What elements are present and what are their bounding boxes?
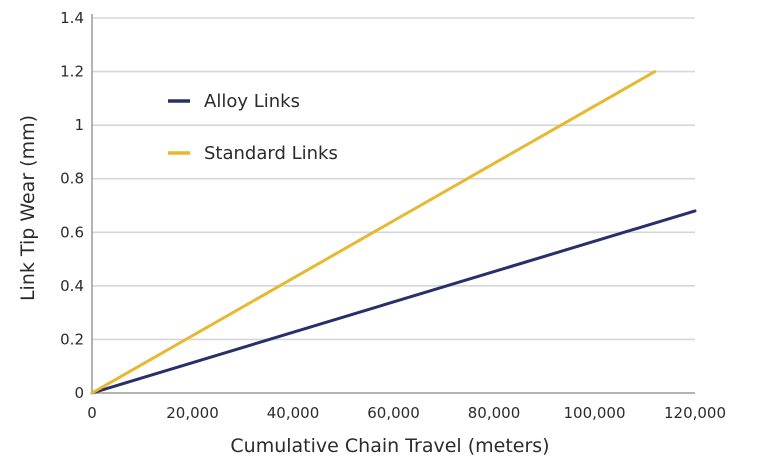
y-tick-label: 1.2: [60, 63, 84, 81]
x-tick-label: 0: [87, 404, 97, 422]
series-line-standard-links: [90, 70, 657, 395]
x-tick-label: 40,000: [267, 404, 320, 422]
x-tick-label: 120,000: [664, 404, 726, 422]
x-tick-label: 60,000: [367, 404, 420, 422]
y-tick-label: 0.6: [60, 223, 84, 241]
x-tick-label: 80,000: [468, 404, 521, 422]
y-tick-label: 0.8: [60, 170, 84, 188]
legend-label: Standard Links: [204, 143, 338, 164]
y-tick-label: 0.2: [60, 330, 84, 348]
grid-lines: [92, 17, 695, 341]
y-tick-label: 0: [74, 384, 84, 402]
y-axis-title: Link Tip Wear (mm): [17, 115, 39, 301]
legend-label: Alloy Links: [204, 91, 300, 112]
axes: [91, 14, 695, 394]
y-tick-label: 1: [74, 116, 84, 134]
series-lines: [90, 70, 697, 395]
y-tick-labels: 0 0.2 0.4 0.6 0.8 1 1.2 1.4: [60, 9, 84, 402]
legend: Alloy Links Standard Links: [168, 91, 338, 164]
x-tick-labels: 0 20,000 40,000 60,000 80,000 100,000 120,000: [87, 404, 726, 422]
x-tick-label: 100,000: [563, 404, 625, 422]
y-tick-label: 0.4: [60, 277, 84, 295]
x-axis-title: Cumulative Chain Travel (meters): [230, 435, 549, 457]
y-tick-label: 1.4: [60, 9, 84, 27]
series-line-alloy-links: [90, 209, 697, 395]
x-tick-label: 20,000: [166, 404, 219, 422]
